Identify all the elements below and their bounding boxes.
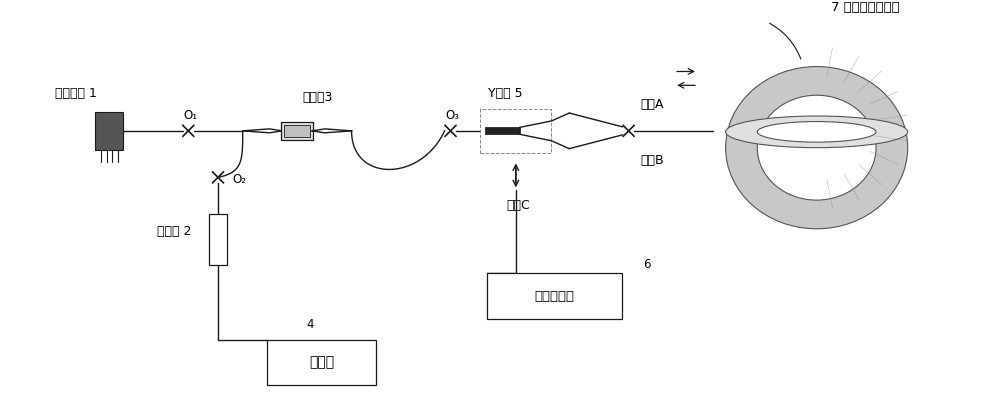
Ellipse shape (726, 66, 908, 229)
Ellipse shape (726, 116, 908, 148)
Bar (209, 214, 227, 266)
Text: 耦合器3: 耦合器3 (302, 91, 332, 104)
Text: 探测器 2: 探测器 2 (157, 225, 191, 238)
Text: 端面B: 端面B (641, 154, 664, 167)
Bar (284, 125, 310, 137)
Bar (487, 273, 622, 319)
Text: 激光光源 1: 激光光源 1 (55, 87, 97, 100)
Text: 7 光子带隙光纤环: 7 光子带隙光纤环 (831, 1, 900, 14)
Text: 示波器: 示波器 (309, 355, 334, 369)
Bar (480, 109, 551, 153)
Text: O₁: O₁ (183, 108, 197, 122)
Bar (281, 122, 313, 140)
Text: Y波导 5: Y波导 5 (488, 87, 523, 100)
Text: 信号发生器: 信号发生器 (534, 290, 574, 302)
Bar (485, 127, 520, 134)
Text: 4: 4 (306, 318, 314, 331)
Bar (267, 340, 376, 385)
Bar (95, 112, 123, 150)
Text: 熴点A: 熴点A (641, 98, 664, 111)
Ellipse shape (757, 95, 876, 200)
Ellipse shape (757, 122, 876, 142)
Text: O₃: O₃ (446, 108, 460, 122)
Text: 端面C: 端面C (506, 198, 530, 212)
Text: 6: 6 (643, 258, 651, 271)
Text: O₂: O₂ (233, 173, 247, 186)
